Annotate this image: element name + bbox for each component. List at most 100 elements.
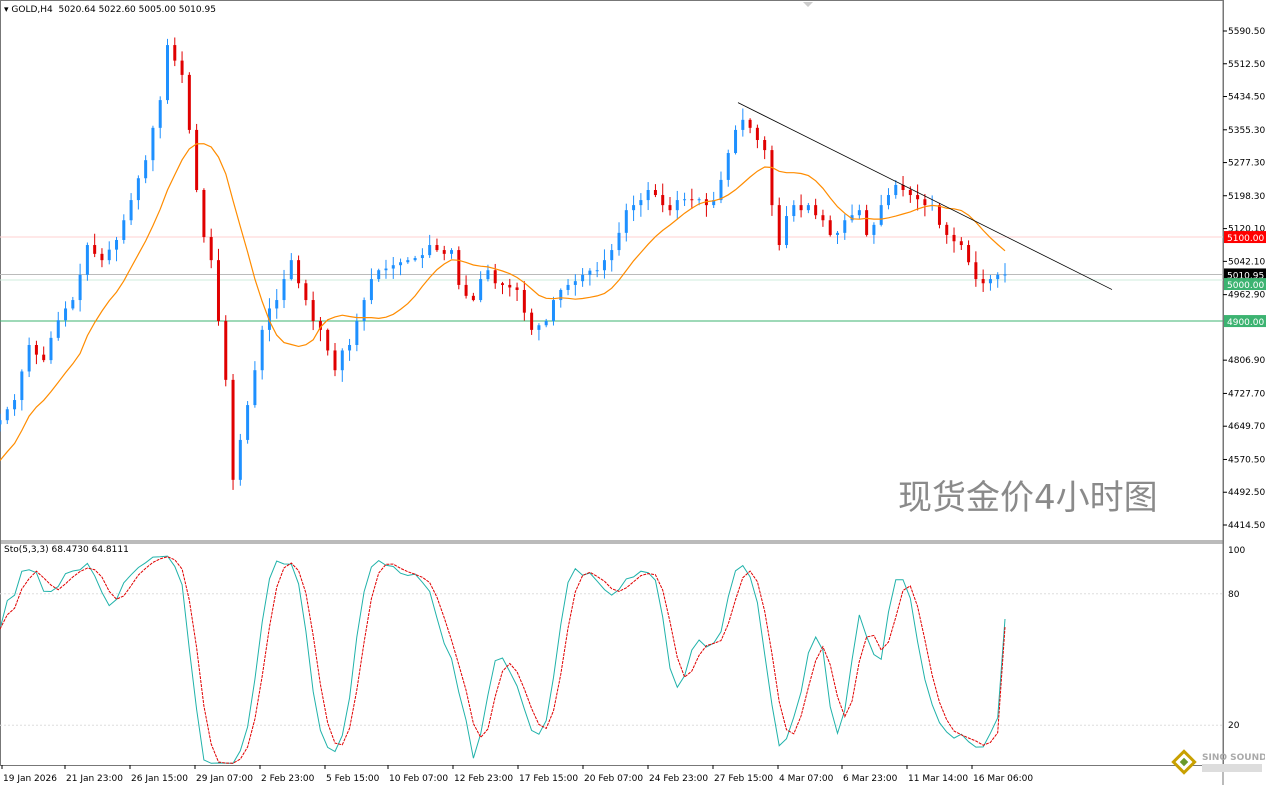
price-label: 4900.00 (1227, 318, 1264, 328)
candle-body (340, 350, 344, 371)
candle-body (806, 205, 810, 211)
candle-body (260, 329, 264, 371)
candle-body (719, 179, 723, 201)
candle-body (508, 284, 512, 288)
candle-body (326, 329, 330, 351)
x-tick-label: 20 Feb 07:00 (584, 774, 643, 784)
candle-body (5, 409, 9, 421)
candle-body (1003, 274, 1007, 276)
candle-body (530, 312, 534, 330)
candle-body (632, 205, 636, 211)
candle-body (515, 287, 519, 290)
ohlc-readout: 5020.64 5022.60 5005.00 5010.95 (58, 5, 216, 15)
x-tick-label: 29 Jan 07:00 (196, 774, 253, 784)
candle-body (56, 320, 60, 338)
candle-body (64, 308, 68, 321)
candle-body (748, 119, 752, 128)
candle-body (639, 200, 643, 206)
candle-body (479, 279, 483, 301)
watermark: 现货金价4小时图 (898, 478, 1158, 518)
candle-body (224, 321, 228, 380)
candle-body (886, 195, 890, 206)
sino-sound-logo: SINO SOUND (1170, 748, 1267, 781)
candle-body (216, 260, 220, 322)
x-tick-label: 11 Mar 14:00 (908, 774, 968, 784)
candle-body (362, 300, 366, 322)
candle-body (617, 232, 621, 251)
candle-body (318, 321, 322, 330)
candle-body (71, 300, 75, 309)
candle-body (828, 220, 832, 235)
candle-body (865, 210, 869, 235)
candle-body (282, 279, 286, 301)
y-tick-label: 5120.10 (1228, 225, 1265, 235)
y-tick-label: 4806.90 (1228, 356, 1265, 366)
candle-body (646, 189, 650, 201)
x-tick-label: 4 Mar 07:00 (779, 774, 834, 784)
candle-body (734, 129, 738, 154)
candle-body (821, 215, 825, 221)
candle-body (384, 268, 388, 271)
candle-body (304, 283, 308, 301)
candle-body (894, 184, 898, 196)
candle-body (602, 260, 606, 271)
candle-body (697, 199, 701, 201)
candle-body (901, 184, 905, 190)
y-tick-label: 4649.70 (1228, 422, 1265, 432)
stochastic-header: Sto(5,3,3) 68.4730 64.8111 (4, 545, 129, 555)
candle-body (573, 281, 577, 285)
candle-body (551, 300, 555, 322)
candle-body (937, 205, 941, 225)
x-tick-label: 17 Feb 15:00 (519, 774, 578, 784)
candle-body (166, 45, 169, 101)
candle-body (202, 189, 206, 238)
candle-body (93, 245, 97, 254)
y-tick-label: 4414.50 (1228, 521, 1265, 531)
candle-body (974, 262, 978, 280)
candle-body (253, 370, 257, 406)
symbol-label: GOLD,H4 (11, 5, 53, 15)
candle-body (486, 270, 490, 280)
price-label-bg (1224, 231, 1266, 244)
candle-body (209, 237, 213, 261)
candle-body (690, 199, 694, 201)
candle-body (450, 250, 454, 254)
candle-body (785, 216, 789, 246)
x-tick-label: 5 Feb 15:00 (326, 774, 380, 784)
candle-body (661, 195, 665, 206)
y-tick-label: 4727.70 (1228, 389, 1265, 399)
candle-body (857, 210, 861, 216)
candle-body (916, 195, 920, 200)
candle-body (42, 354, 46, 361)
shift-marker-icon (803, 2, 813, 7)
x-tick-label: 21 Jan 23:00 (66, 774, 123, 784)
candle-body (100, 253, 104, 261)
candle-body (566, 284, 570, 290)
candle-body (420, 255, 424, 259)
y-tick-label: 5590.50 (1228, 27, 1265, 37)
candle-body (624, 210, 628, 233)
candle-body (406, 260, 410, 263)
trendline (737, 102, 1113, 290)
candle-body (180, 60, 184, 75)
candle-body (377, 270, 381, 280)
candle-body (879, 205, 883, 225)
candle-body (945, 224, 949, 235)
y-tick-label: 4570.50 (1228, 455, 1265, 465)
candle-body (996, 274, 1000, 280)
candle-body (959, 241, 963, 246)
x-tick-label: 16 Mar 06:00 (973, 774, 1033, 784)
price-label-bg (1224, 278, 1266, 291)
price-label: 5000.00 (1227, 281, 1264, 291)
chart-header: ▾ GOLD,H4 5020.64 5022.60 5005.00 5010.9… (4, 5, 216, 15)
candle-body (683, 199, 687, 201)
candle-body (275, 300, 279, 309)
x-tick-label: 12 Feb 23:00 (454, 774, 513, 784)
y-tick-label: 5277.30 (1228, 159, 1265, 169)
candle-body (187, 74, 191, 130)
candle-body (289, 260, 293, 280)
candle-body (741, 119, 745, 130)
candle-body (27, 345, 31, 372)
candle-body (464, 284, 468, 296)
